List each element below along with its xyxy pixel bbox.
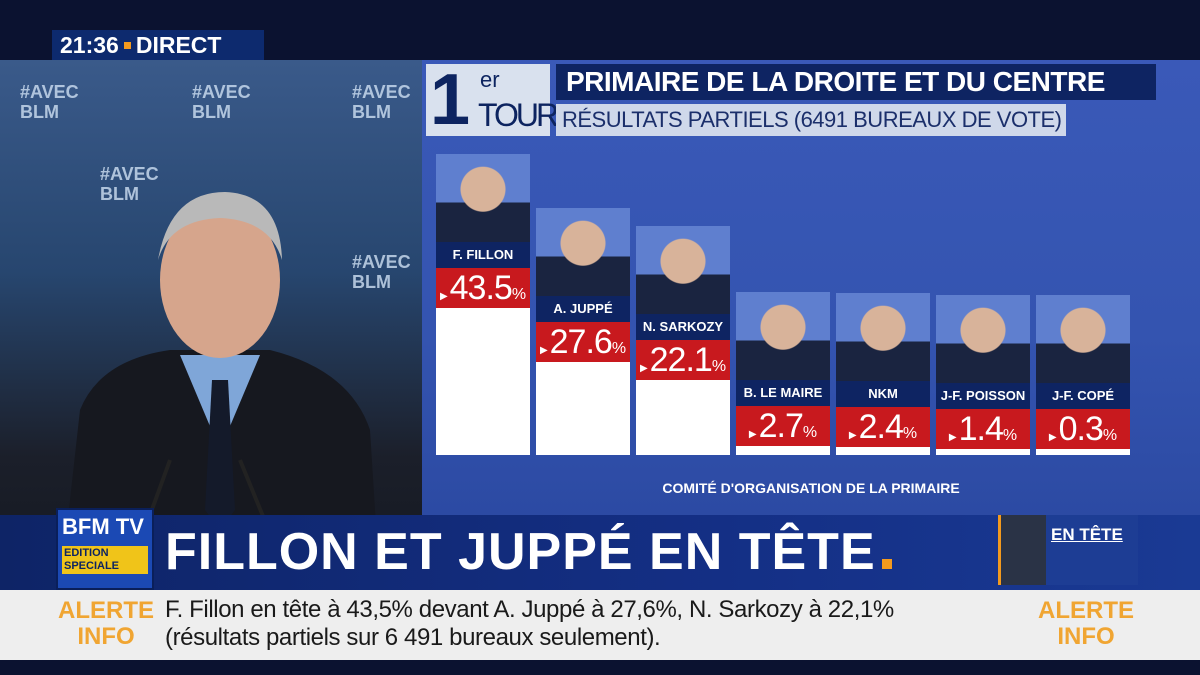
value-text: 0.3 [1058,410,1104,448]
headline-thumbnail: EN TÊTE [998,515,1138,585]
candidate-photo [836,292,930,381]
background-tag: #AVEC BLM [352,252,411,292]
candidate-label: J-F. COPÉ [1036,383,1130,409]
bar-column: J-F. COPÉ ▶ 0.3% [1036,295,1130,455]
ticker-line-1: F. Fillon en tête à 43,5% devant A. Jupp… [165,596,894,623]
arrow-icon: ▶ [439,290,448,302]
bar-column: F. FILLON ▶ 43.5% [436,153,530,455]
arrow-icon: ▶ [539,344,548,356]
round-badge: 1 er TOUR [426,60,559,140]
results-chart: 1 er TOUR PRIMAIRE DE LA DROITE ET DU CE… [422,60,1200,515]
headline: FILLON ET JUPPÉ EN TÊTE [165,522,892,582]
chart-title: PRIMAIRE DE LA DROITE ET DU CENTRE [556,64,1156,100]
background-tag: #AVEC BLM [100,164,159,204]
bar [536,361,630,455]
separator-dot [123,42,131,49]
candidate-photo [736,291,830,380]
bar [736,445,830,455]
bar-column: B. LE MAIRE ▶ 2.7% [736,291,830,455]
value-label: ▶ 1.4% [936,409,1030,449]
background-tag: #AVEC BLM [192,82,251,122]
value-text: 2.4 [858,407,904,446]
value-text: 1.4 [958,410,1004,448]
value-label: ▶ 43.5% [436,267,530,308]
ticker-text: F. Fillon en tête à 43,5% devant A. Jupp… [165,596,1025,652]
background-tag: #AVEC BLM [352,82,411,122]
channel-logo: BFM TV EDITION SPECIALE [56,508,154,590]
thumbnail-label: EN TÊTE [1051,525,1123,544]
time: 21:36 [60,32,119,58]
arrow-icon: ▶ [1048,432,1057,443]
headline-dot [881,559,892,569]
arrow-icon: ▶ [748,428,757,440]
value-text: 22.1 [649,341,713,380]
round-number: 1 [430,60,471,140]
value-label: ▶ 2.4% [836,406,930,447]
logo-text: BFM TV [62,514,144,539]
value-label: ▶ 0.3% [1036,409,1130,449]
candidate-label: NKM [836,380,930,407]
unit: % [711,358,727,376]
alert-info-right: ALERTE INFO [1038,597,1134,650]
value-label: ▶ 22.1% [636,340,730,381]
round-word: TOUR [478,97,559,133]
round-suffix: er [480,67,500,92]
candidate-label: A. JUPPÉ [536,295,630,322]
background-tag: #AVEC BLM [20,82,79,122]
chart-source: COMITÉ D'ORGANISATION DE LA PRIMAIRE [662,480,960,496]
arrow-icon: ▶ [948,432,957,443]
candidate-photo [436,153,530,242]
candidate-photo [1036,295,1130,383]
value-label: ▶ 27.6% [536,321,630,362]
bar [936,449,1030,455]
unit: % [611,339,627,357]
ticker-line-2: (résultats partiels sur 6 491 bureaux se… [165,624,661,651]
bar [636,380,730,455]
bar-column: N. SARKOZY ▶ 22.1% [636,226,730,455]
unit: % [902,424,918,442]
news-ticker: ALERTE INFO F. Fillon en tête à 43,5% de… [0,590,1200,660]
candidate-photo [636,226,730,315]
candidate-photo [536,207,630,296]
chart-subtitle: RÉSULTATS PARTIELS (6491 BUREAUX DE VOTE… [556,104,1066,136]
unit: % [1002,427,1018,444]
alert-info-left: ALERTE INFO [58,597,154,650]
bar-column: NKM ▶ 2.4% [836,292,930,455]
value-text: 27.6 [549,322,613,361]
unit: % [802,423,818,441]
headline-text: FILLON ET JUPPÉ EN TÊTE [165,523,876,581]
value-label: ▶ 2.7% [736,405,830,446]
bar-column: J-F. POISSON ▶ 1.4% [936,295,1030,455]
bottom-bar [0,660,1200,675]
bar [836,446,930,455]
logo-badge: EDITION SPECIALE [62,546,148,574]
live-clock: 21:36 DIRECT [52,30,264,60]
live-label: DIRECT [135,32,222,58]
bar [436,307,530,455]
candidate-photo [936,295,1030,383]
candidate-label: J-F. POISSON [936,383,1030,409]
bar [1036,449,1130,455]
candidate-label: N. SARKOZY [636,314,730,341]
value-text: 43.5 [449,268,513,307]
unit: % [1102,427,1118,444]
bar-column: A. JUPPÉ ▶ 27.6% [536,207,630,455]
candidate-label: F. FILLON [436,241,530,268]
arrow-icon: ▶ [848,429,857,441]
candidate-label: B. LE MAIRE [736,379,830,406]
value-text: 2.7 [758,406,804,445]
unit: % [511,285,527,303]
arrow-icon: ▶ [639,363,648,375]
